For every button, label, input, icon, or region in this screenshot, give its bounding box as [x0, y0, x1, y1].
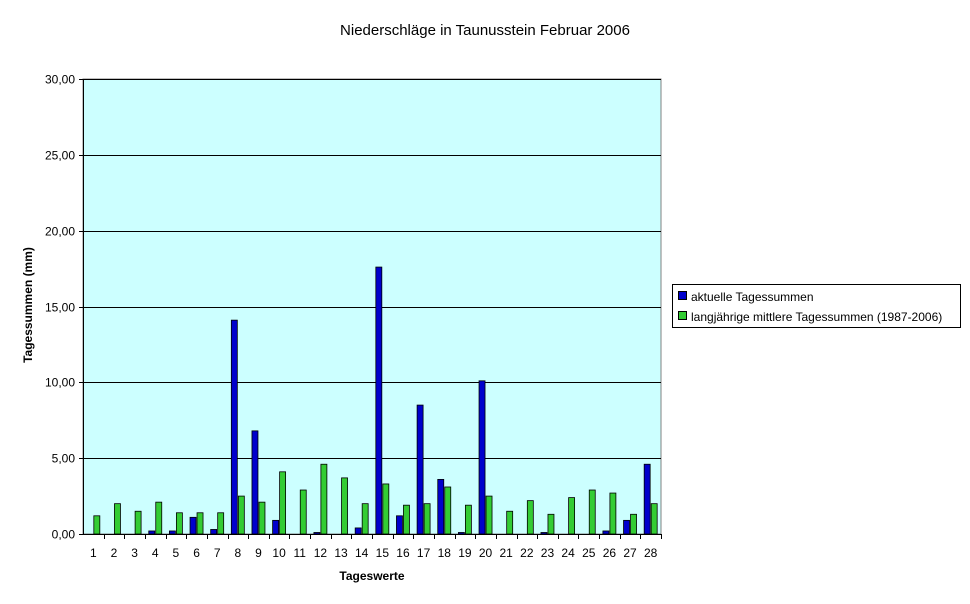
bar-longterm	[403, 504, 410, 535]
y-tick-label: 10,00	[45, 376, 75, 390]
legend-item-actual: aktuelle Tagessummen	[678, 290, 814, 304]
bar-actual	[251, 430, 259, 535]
bar-longterm	[320, 463, 328, 535]
x-tick-label: 23	[541, 546, 555, 560]
bar-longterm	[341, 477, 348, 535]
bar-longterm	[444, 486, 452, 535]
x-tick-label: 26	[603, 546, 617, 560]
bar-longterm	[155, 501, 163, 535]
x-tick-label: 6	[193, 546, 200, 560]
bar-actual	[623, 519, 630, 535]
bar-longterm	[506, 510, 514, 535]
x-tick-label: 17	[417, 546, 431, 560]
x-tick-label: 19	[458, 546, 472, 560]
bar-longterm	[630, 513, 637, 535]
bar-longterm	[196, 512, 204, 535]
bar-actual	[396, 515, 403, 535]
bar-actual	[168, 530, 176, 535]
legend-label-actual: aktuelle Tagessummen	[691, 290, 814, 304]
bar-longterm	[650, 503, 658, 535]
bar-longterm	[237, 495, 245, 535]
bar-actual	[354, 527, 362, 535]
x-tick-label: 24	[561, 546, 575, 560]
bar-actual	[230, 319, 238, 535]
x-tick-label: 10	[272, 546, 286, 560]
x-tick-label: 14	[355, 546, 369, 560]
x-tick-label: 21	[499, 546, 513, 560]
x-tick-label: 22	[520, 546, 534, 560]
bar-longterm	[114, 503, 121, 535]
bar-actual	[457, 532, 465, 535]
y-tick-label: 5,00	[52, 452, 76, 466]
bar-longterm	[93, 515, 101, 535]
bar-actual	[416, 404, 424, 535]
legend-swatch-longterm	[678, 311, 687, 320]
legend-item-longterm: langjährige mittlere Tagessummen (1987-2…	[678, 310, 942, 324]
x-tick-label: 3	[131, 546, 138, 560]
bar-longterm	[485, 495, 493, 535]
bar-actual	[189, 516, 197, 535]
legend-label-longterm: langjährige mittlere Tagessummen (1987-2…	[691, 310, 943, 324]
bar-longterm	[299, 489, 307, 535]
bar-longterm	[175, 512, 183, 535]
bar-actual	[313, 532, 321, 535]
x-tick-label: 16	[396, 546, 410, 560]
bar-actual	[602, 530, 610, 535]
bar-longterm	[588, 489, 596, 535]
chart-legend: aktuelle Tagessummen langjährige mittler…	[672, 284, 961, 328]
bar-longterm	[217, 512, 225, 535]
y-tick-label: 0,00	[52, 528, 76, 542]
bar-actual	[272, 519, 280, 535]
x-tick-label: 12	[314, 546, 328, 560]
y-axis-label: Tagessummen (mm)	[21, 247, 35, 363]
bar-actual	[437, 478, 445, 535]
y-tick-label: 30,00	[45, 73, 75, 87]
bar-longterm	[609, 492, 617, 535]
bar-longterm	[279, 471, 287, 535]
legend-swatch-actual	[678, 291, 687, 300]
bar-actual	[478, 380, 486, 535]
chart-title: Niederschläge in Taunusstein Februar 200…	[340, 22, 630, 39]
bar-actual	[148, 530, 156, 535]
x-axis-label: Tageswerte	[339, 569, 405, 583]
x-tick-label: 28	[644, 546, 658, 560]
bar-actual	[375, 266, 383, 535]
x-tick-label: 1	[90, 546, 97, 560]
bar-longterm	[423, 503, 431, 535]
x-tick-label: 2	[111, 546, 118, 560]
bar-actual	[210, 529, 218, 535]
plot-background	[82, 78, 662, 535]
y-tick-label: 25,00	[45, 149, 75, 163]
x-tick-label: 25	[582, 546, 596, 560]
y-tick-label: 20,00	[45, 225, 75, 239]
bar-longterm	[464, 504, 472, 535]
bar-longterm	[568, 497, 576, 535]
bar-longterm	[258, 501, 266, 535]
bar-longterm	[547, 513, 555, 535]
bar-longterm	[134, 510, 142, 535]
x-tick-label: 20	[479, 546, 493, 560]
bar-longterm	[361, 503, 369, 535]
y-tick-label: 15,00	[45, 301, 75, 315]
bar-longterm	[382, 483, 390, 535]
x-tick-label: 11	[294, 546, 307, 560]
x-tick-label: 9	[255, 546, 262, 560]
x-tick-label: 7	[214, 546, 221, 560]
x-tick-label: 27	[623, 546, 637, 560]
x-tick-label: 8	[234, 546, 241, 560]
x-tick-label: 15	[376, 546, 390, 560]
bar-actual	[643, 463, 651, 535]
x-tick-label: 4	[152, 546, 159, 560]
x-tick-label: 5	[173, 546, 180, 560]
bar-longterm	[526, 500, 534, 535]
x-tick-label: 13	[334, 546, 348, 560]
x-tick-label: 18	[438, 546, 452, 560]
bar-actual	[540, 532, 548, 535]
